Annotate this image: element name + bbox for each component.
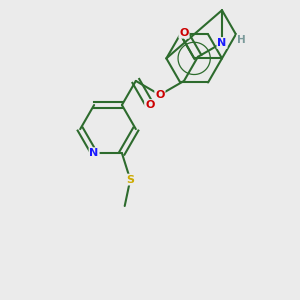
Text: O: O	[155, 90, 165, 100]
Text: O: O	[145, 100, 154, 110]
Text: S: S	[126, 175, 134, 184]
Text: H: H	[237, 35, 246, 45]
Text: N: N	[218, 38, 226, 48]
Text: O: O	[179, 28, 189, 38]
Text: N: N	[89, 148, 99, 158]
